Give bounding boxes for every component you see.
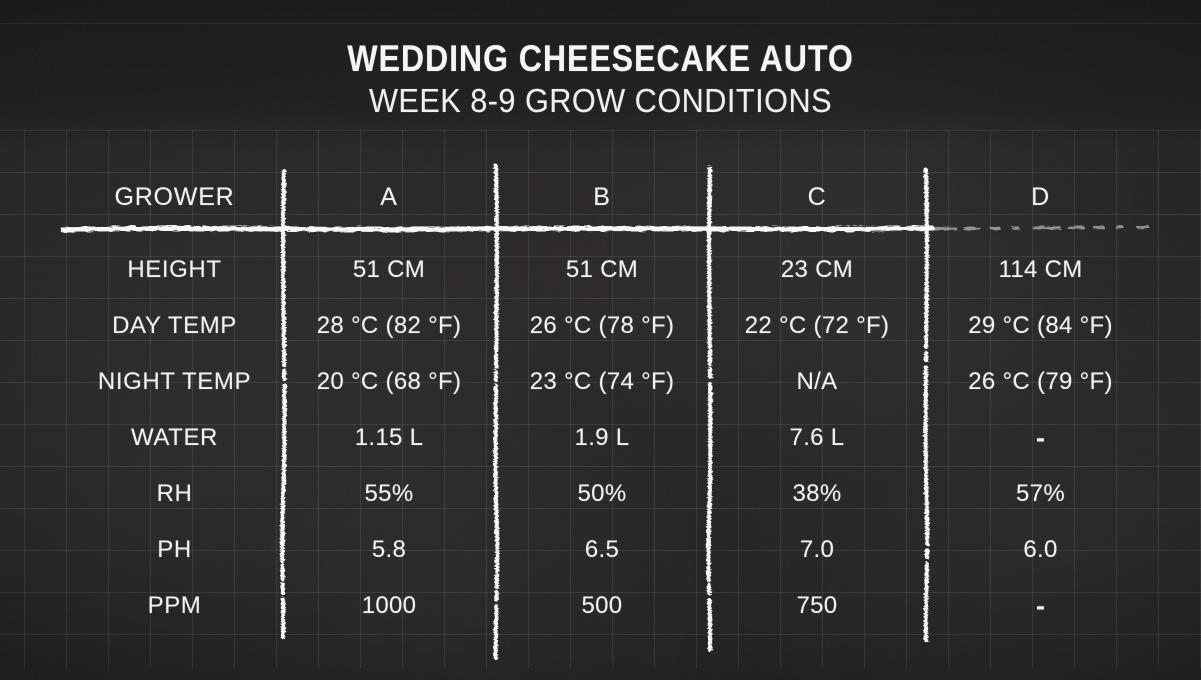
cell-height-d: 114 CM [998,256,1083,283]
cell-day-temp-b: 26 °C (78 °F) [529,312,675,339]
cell-water-c: 7.6 L [789,424,845,451]
cell-night-temp-d: 26 °C (79 °F) [968,368,1113,395]
cell-day-temp-a: 28 °C (82 °F) [316,312,462,339]
cell-water-b: 1.9 L [574,424,630,451]
row-label-height: HEIGHT [127,256,222,283]
column-header-a: A [380,182,398,211]
cell-night-temp-b: 23 °C (74 °F) [529,368,675,395]
cell-day-temp-d: 29 °C (84 °F) [968,312,1113,339]
header-divider-gap [0,226,1156,242]
cell-ppm-b: 500 [581,592,623,619]
row-label-day-temp: DAY TEMP [112,312,237,339]
cell-rh-b: 50% [577,480,627,507]
cell-height-a: 51 CM [352,256,426,283]
row-label-water: WATER [131,424,218,451]
page-title: WEDDING CHEESECAKE AUTO [347,38,854,79]
cell-ppm-a: 1000 [361,592,417,619]
cell-rh-c: 38% [792,480,842,507]
column-header-grower: GROWER [114,182,235,211]
cell-ph-c: 7.0 [799,536,835,563]
cell-night-temp-c: N/A [796,368,838,395]
row-label-ppm: PPM [147,592,202,619]
cell-rh-d: 57% [1016,480,1065,507]
row-label-night-temp: NIGHT TEMP [97,368,252,395]
cell-ph-b: 6.5 [584,536,620,563]
cell-water-a: 1.15 L [354,424,424,451]
cell-rh-a: 55% [364,480,414,507]
cell-ph-d: 6.0 [1023,536,1058,563]
column-header-c: C [807,182,827,211]
cell-ppm-d: - [1036,590,1045,621]
cell-night-temp-a: 20 °C (68 °F) [316,368,462,395]
cell-height-b: 51 CM [565,256,639,283]
grow-conditions-table: GROWER A B C D HEIGHT 51 CM 51 CM 23 CM … [0,168,1156,634]
cell-water-d: - [1036,422,1045,453]
cell-height-c: 23 CM [780,256,854,283]
column-header-b: B [593,182,611,211]
row-label-ph: PH [157,536,192,563]
page-subtitle: WEEK 8-9 GROW CONDITIONS [368,82,833,119]
cell-ppm-c: 750 [796,592,838,619]
cell-ph-a: 5.8 [371,536,407,563]
cell-day-temp-c: 22 °C (72 °F) [744,312,890,339]
column-header-d: D [1031,182,1050,211]
row-label-rh: RH [156,480,193,507]
